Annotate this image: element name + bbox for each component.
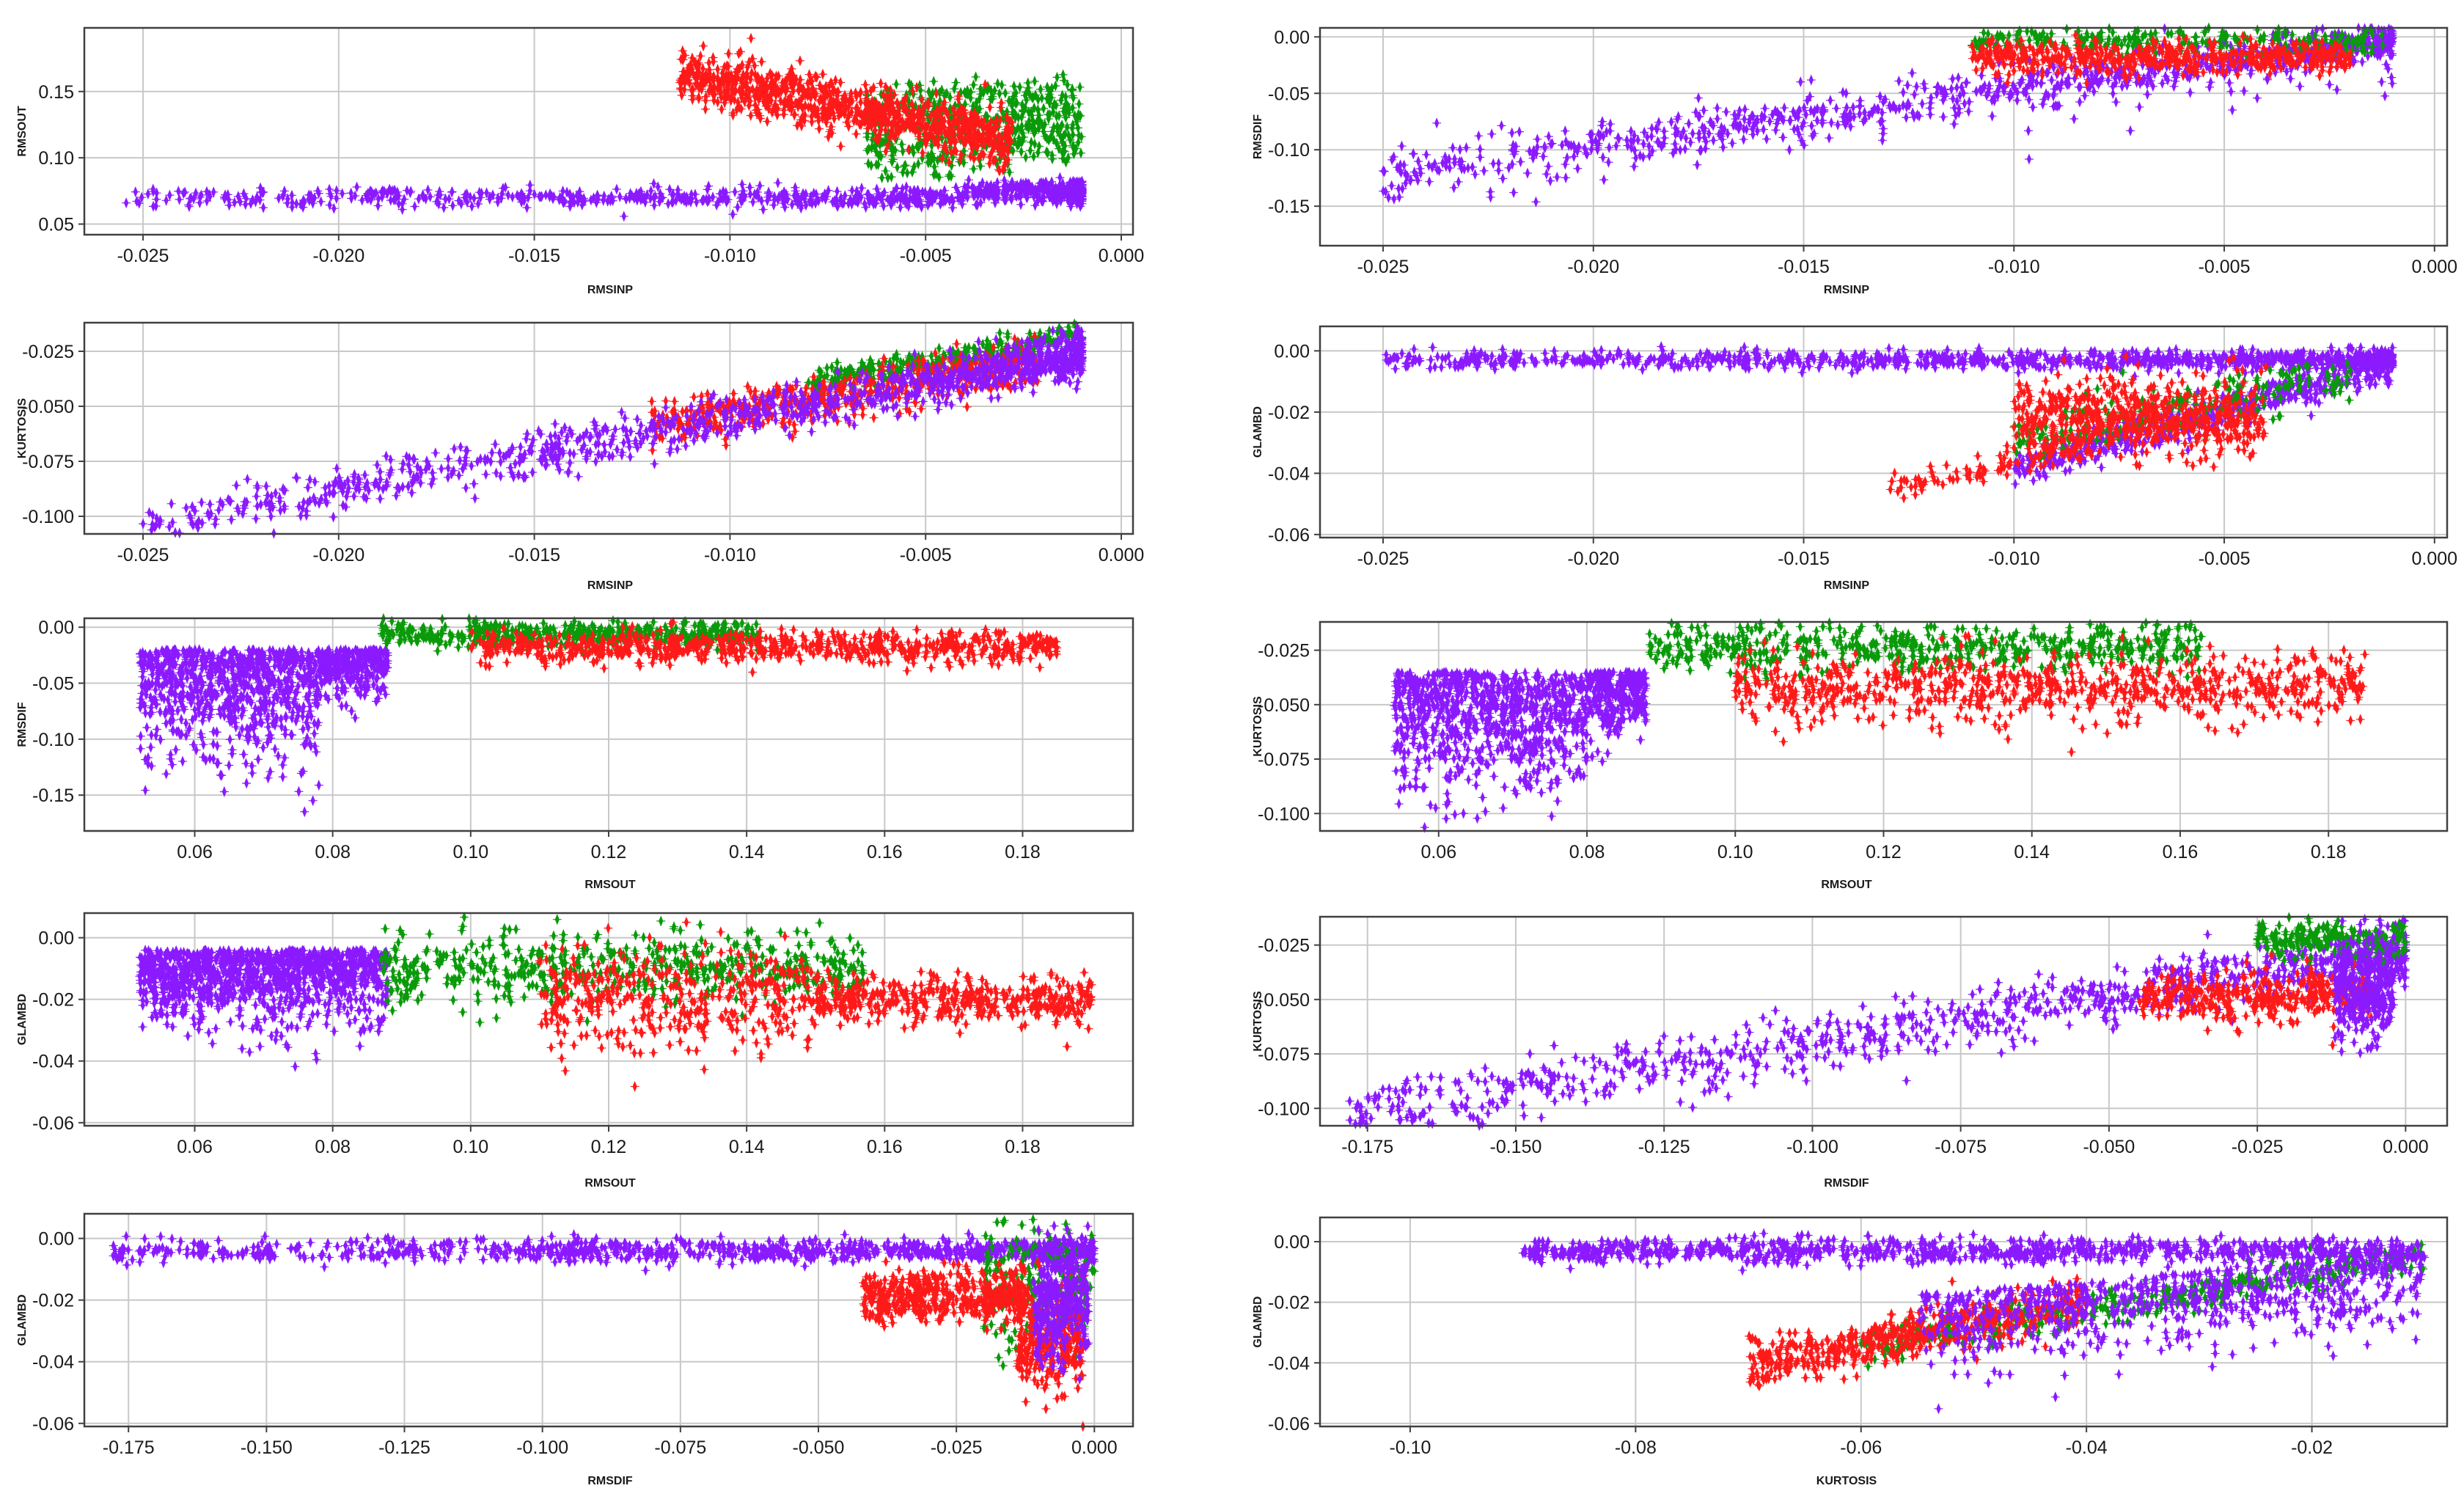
point-purple: [529, 188, 539, 200]
y-tick-label: 0.15: [38, 82, 74, 103]
scatter-points: [122, 32, 1087, 222]
x-tick-label: -0.005: [900, 246, 952, 266]
x-tick-label: -0.020: [312, 246, 364, 266]
x-tick-label: -0.010: [704, 246, 756, 266]
y-tick-label: 0.05: [38, 215, 74, 235]
x-tick-label: 0.000: [1099, 246, 1145, 266]
y-tick-label: 0.10: [38, 148, 74, 169]
x-tick-label: -0.015: [508, 246, 560, 266]
x-tick-label: -0.025: [117, 246, 169, 266]
